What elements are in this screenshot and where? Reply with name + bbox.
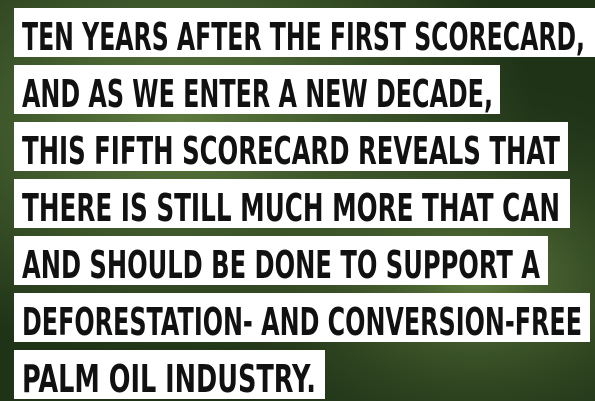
- banner: TEN YEARS AFTER THE FIRST SCORECARD, AND …: [0, 0, 595, 401]
- text-line: THERE IS STILL MUCH MORE THAT CAN: [22, 186, 560, 230]
- page: TEN YEARS AFTER THE FIRST SCORECARD, AND …: [0, 0, 595, 401]
- text-line: AND SHOULD BE DONE TO SUPPORT A: [22, 243, 540, 287]
- text-line: PALM OIL INDUSTRY.: [22, 357, 316, 401]
- text-line: AND AS WE ENTER A NEW DECADE,: [22, 72, 493, 116]
- text-line: THIS FIFTH SCORECARD REVEALS THAT: [22, 129, 560, 173]
- text-line: TEN YEARS AFTER THE FIRST SCORECARD,: [22, 15, 585, 59]
- text-line: DEFORESTATION- AND CONVERSION-FREE: [22, 300, 582, 344]
